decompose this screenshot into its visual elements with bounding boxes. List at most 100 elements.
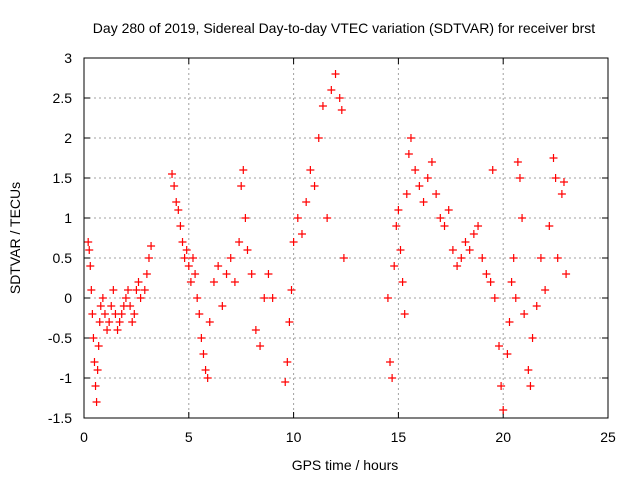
x-tick-label: 10 [286,429,302,445]
data-point [268,294,277,302]
data-point [197,334,206,342]
grid-lines [84,58,608,418]
data-point [557,190,566,198]
data-point [107,302,116,310]
data-point [130,310,139,318]
data-point [239,166,248,174]
data-point [140,286,149,294]
y-axis-label: SDTVAR / TECUs [7,182,23,294]
data-point [195,310,204,318]
data-point [423,174,432,182]
data-point [436,214,445,222]
data-point [256,342,265,350]
data-point [218,302,227,310]
data-point [142,270,151,278]
data-point [515,174,524,182]
data-point [176,222,185,230]
data-point [474,222,483,230]
data-point [551,174,560,182]
data-point [186,278,195,286]
data-point [302,198,311,206]
data-point [469,230,478,238]
data-point [394,206,403,214]
data-point [518,214,527,222]
data-point [86,262,95,270]
data-point [499,406,508,414]
data-point [465,246,474,254]
data-point [528,334,537,342]
y-tick-label: 0 [64,290,72,306]
chart-title: Day 280 of 2019, Sidereal Day-to-day VTE… [93,20,595,36]
x-tick-label: 25 [600,429,616,445]
data-point [121,294,130,302]
data-point [520,310,529,318]
data-point [128,318,137,326]
data-point [93,366,102,374]
data-point [448,246,457,254]
data-point [184,262,193,270]
data-point [478,254,487,262]
data-point [562,270,571,278]
data-point [124,286,133,294]
data-points [84,70,571,414]
data-point [310,182,319,190]
data-point [91,382,100,390]
data-point [199,350,208,358]
data-point [444,206,453,214]
x-tick-label: 20 [495,429,511,445]
data-point [281,378,290,386]
x-tick-label: 0 [80,429,88,445]
data-point [247,270,256,278]
data-point [241,214,250,222]
data-point [383,294,392,302]
y-tick-label: -0.5 [48,330,72,346]
data-point [132,286,141,294]
data-point [237,182,246,190]
data-point [136,294,145,302]
x-axis-label: GPS time / hours [292,457,399,473]
data-point [293,214,302,222]
data-point [513,158,522,166]
data-point [134,278,143,286]
data-point [432,190,441,198]
data-point [243,246,252,254]
data-point [505,318,514,326]
data-point [117,310,126,318]
data-point [285,318,294,326]
data-point [144,254,153,262]
data-point [390,262,399,270]
data-point [396,246,405,254]
data-point [511,294,520,302]
data-point [386,358,395,366]
data-point [203,374,212,382]
y-tick-label: 2 [64,130,72,146]
data-point [486,278,495,286]
data-point [205,318,214,326]
data-point [178,238,187,246]
data-point [482,270,491,278]
data-point [191,270,200,278]
data-point [98,294,107,302]
data-point [419,198,428,206]
data-point [404,150,413,158]
data-point [182,246,191,254]
data-point [260,294,269,302]
data-point [339,254,348,262]
data-point [109,286,118,294]
data-point [406,134,415,142]
data-point [314,134,323,142]
y-tick-label: 3 [64,50,72,66]
data-point [398,278,407,286]
data-point [214,262,223,270]
data-point [88,310,97,318]
data-point [96,302,105,310]
data-point [549,154,558,162]
data-point [400,310,409,318]
y-tick-label: 2.5 [53,90,73,106]
data-point [553,254,562,262]
y-tick-label: 0.5 [53,250,73,266]
data-point [392,222,401,230]
data-point [103,326,112,334]
data-point [415,182,424,190]
